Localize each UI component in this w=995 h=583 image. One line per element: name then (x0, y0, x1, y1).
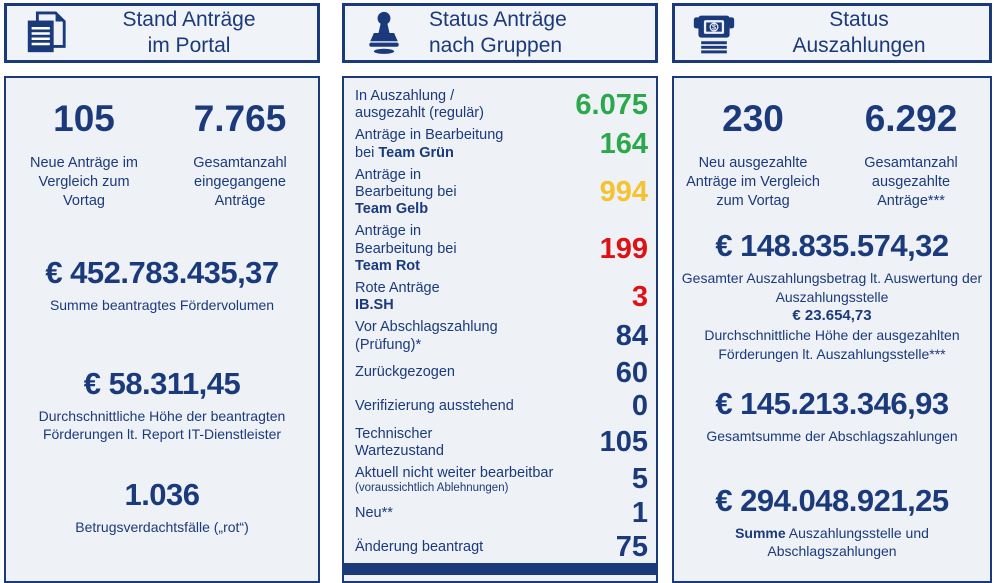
row-label: Verifizierung ausstehend (355, 397, 514, 414)
table-row: Zurückgezogen 60 (355, 356, 648, 389)
kpi-label: Summe Auszahlungsstelle und Abschlagszah… (674, 524, 990, 561)
row-label-bold: IB.SH (355, 297, 394, 314)
table-row: Technischer Wartezustand 105 (355, 426, 648, 461)
kpi-label-bold: Summe (735, 524, 786, 541)
row-value: 5 (631, 463, 648, 496)
svg-text:$: $ (712, 23, 716, 32)
row-value: 164 (599, 128, 648, 161)
row-value: 6.075 (575, 88, 648, 121)
row-value: 3 (631, 280, 648, 313)
stat-value: 6.292 (864, 98, 958, 139)
stat-label: Neu ausgezahlte Anträge im Vergleich zum… (686, 155, 820, 210)
row-label: Änderung beantragt (355, 538, 484, 555)
row-label: Aktuell nicht weiter bearbeitbar (355, 464, 554, 481)
kpi-label: Summe beantragtes Fördervolumen (49, 297, 275, 314)
row-value: 60 (615, 356, 648, 389)
row-value: 1 (631, 497, 648, 530)
row-value: 84 (615, 320, 648, 353)
stat-total-payouts: 6.292 Gesamtanzahl ausgezahlte Anträge**… (832, 98, 990, 211)
row-label-bold: Team Gelb (355, 201, 429, 218)
row-value: 0 (631, 390, 648, 423)
stat-new-applications: 105 Neue Anträge im Vergleich zum Vortag (6, 98, 162, 211)
row-value: 75 (615, 530, 648, 563)
stat-label: Neue Anträge im Vergleich zum Vortag (29, 155, 138, 210)
payouts-title: Status Auszahlungen (792, 7, 926, 57)
cash-dispenser-icon: $ (689, 9, 739, 57)
stat-new-payouts: 230 Neu ausgezahlte Anträge im Vergleich… (674, 98, 832, 211)
panel-payouts: $ Status Auszahlungen 230 Neu ausgezahlt… (672, 3, 992, 583)
row-label: In Auszahlung / ausgezahlt (regulär) (355, 88, 484, 122)
table-row: Verifizierung ausstehend 0 (355, 392, 648, 421)
row-label: Anträge in Bearbeitung bei (355, 223, 457, 257)
portal-body: 105 Neue Anträge im Vergleich zum Vortag… (4, 76, 320, 583)
kpi-grand-total: € 294.048.921,25 Summe Auszahlungsstelle… (674, 483, 990, 561)
row-label: Anträge in Bearbeitung bei (355, 166, 457, 200)
row-value: 199 (599, 232, 648, 265)
row-label-bold: Team Grün (378, 144, 454, 161)
table-row: Neu** 1 (355, 499, 648, 528)
kpi-value: 1.036 (124, 476, 200, 512)
kpi-label-text: Auszahlungsstelle und Abschlagszahlungen (767, 524, 929, 559)
table-row: Änderung beantragt 75 (355, 530, 648, 563)
kpi-value: € 148.835.574,32 (715, 228, 949, 264)
table-row: Anträge in Bearbeitung bei Team Rot 199 (355, 223, 648, 275)
kpi-value: € 145.213.346,93 (715, 386, 949, 422)
kpi-label: Durchschnittliche Höhe der beantragten F… (38, 407, 286, 443)
portal-title: Stand Anträge im Portal (122, 7, 256, 57)
kpi-subvalue: € 23.654,73 (792, 307, 872, 325)
panel-portal: Stand Anträge im Portal 105 Neue Anträge… (4, 3, 320, 583)
row-label: Zurückgezogen (355, 364, 455, 381)
row-label: Anträge in Bearbeitung bei (355, 127, 504, 161)
kpi-value: € 452.783.435,37 (45, 255, 279, 291)
payouts-header: $ Status Auszahlungen (672, 3, 992, 63)
stat-total-applications: 7.765 Gesamtanzahl eingegangene Anträge (162, 98, 318, 211)
table-row: Rote Anträge IB.SH 3 (355, 280, 648, 315)
portal-header: Stand Anträge im Portal (4, 3, 320, 63)
groups-header: Status Anträge nach Gruppen (342, 3, 658, 63)
table-row: Vor Abschlagszahlung (Prüfung)* 84 (355, 319, 648, 354)
row-label: Technischer Wartezustand (355, 425, 444, 459)
kpi-fraud-cases: 1.036 Betrugsverdachtsfälle („rot“) (6, 477, 318, 536)
document-icon (21, 9, 71, 57)
kpi-advance-payments-total: € 145.213.346,93 Gesamtsumme der Abschla… (674, 386, 990, 445)
payouts-stat-pair: 230 Neu ausgezahlte Anträge im Vergleich… (674, 98, 990, 211)
stat-label: Gesamtanzahl ausgezahlte Anträge*** (864, 155, 958, 210)
kpi-average-funding: € 58.311,45 Durchschnittliche Höhe der b… (6, 366, 318, 444)
row-value: 105 (599, 426, 648, 459)
kpi-funding-volume: € 452.783.435,37 Summe beantragtes Förde… (6, 255, 318, 314)
groups-body: In Auszahlung / ausgezahlt (regulär) 6.0… (342, 76, 658, 583)
kpi-value: € 294.048.921,25 (715, 482, 949, 518)
stamp-icon (359, 9, 409, 57)
panel-groups: Status Anträge nach Gruppen In Auszahlun… (342, 3, 658, 583)
row-label-bold: Team Rot (355, 258, 420, 275)
groups-table: In Auszahlung / ausgezahlt (regulär) 6.0… (344, 78, 656, 562)
kpi-label: Gesamter Auszahlungsbetrag lt. Auswertun… (681, 270, 983, 305)
row-label: Neu** (355, 505, 393, 522)
groups-title: Status Anträge nach Gruppen (429, 7, 567, 57)
payouts-body: 230 Neu ausgezahlte Anträge im Vergleich… (672, 76, 992, 583)
table-row: Anträge in Bearbeitung bei Team Gelb 994 (355, 167, 648, 219)
kpi-sublabel: Durchschnittliche Höhe der ausgezahlten … (704, 327, 960, 362)
stat-label: Gesamtanzahl eingegangene Anträge (193, 155, 287, 210)
row-value: 994 (599, 176, 648, 209)
row-label: Vor Abschlagszahlung (Prüfung)* (355, 319, 498, 353)
kpi-label: Betrugsverdachtsfälle („rot“) (75, 518, 249, 535)
kpi-label: Gesamtsumme der Abschlagszahlungen (706, 428, 958, 445)
table-row: Aktuell nicht weiter bearbeitbar (vorauss… (355, 465, 648, 495)
stat-value: 7.765 (193, 98, 287, 139)
stat-value: 230 (722, 98, 784, 139)
table-row: Anträge in Bearbeitung bei Team Grün 164 (355, 127, 648, 162)
kpi-total-payout-amount: € 148.835.574,32 Gesamter Auszahlungsbet… (674, 228, 990, 363)
stat-value: 105 (53, 98, 115, 139)
portal-stat-pair: 105 Neue Anträge im Vergleich zum Vortag… (6, 98, 318, 211)
kpi-value: € 58.311,45 (83, 365, 241, 401)
table-row: In Auszahlung / ausgezahlt (regulär) 6.0… (355, 88, 648, 123)
row-label-small: (voraussichtlich Ablehnungen) (355, 482, 509, 495)
row-label: Rote Anträge (355, 279, 440, 296)
table-footer-bar (344, 563, 656, 575)
